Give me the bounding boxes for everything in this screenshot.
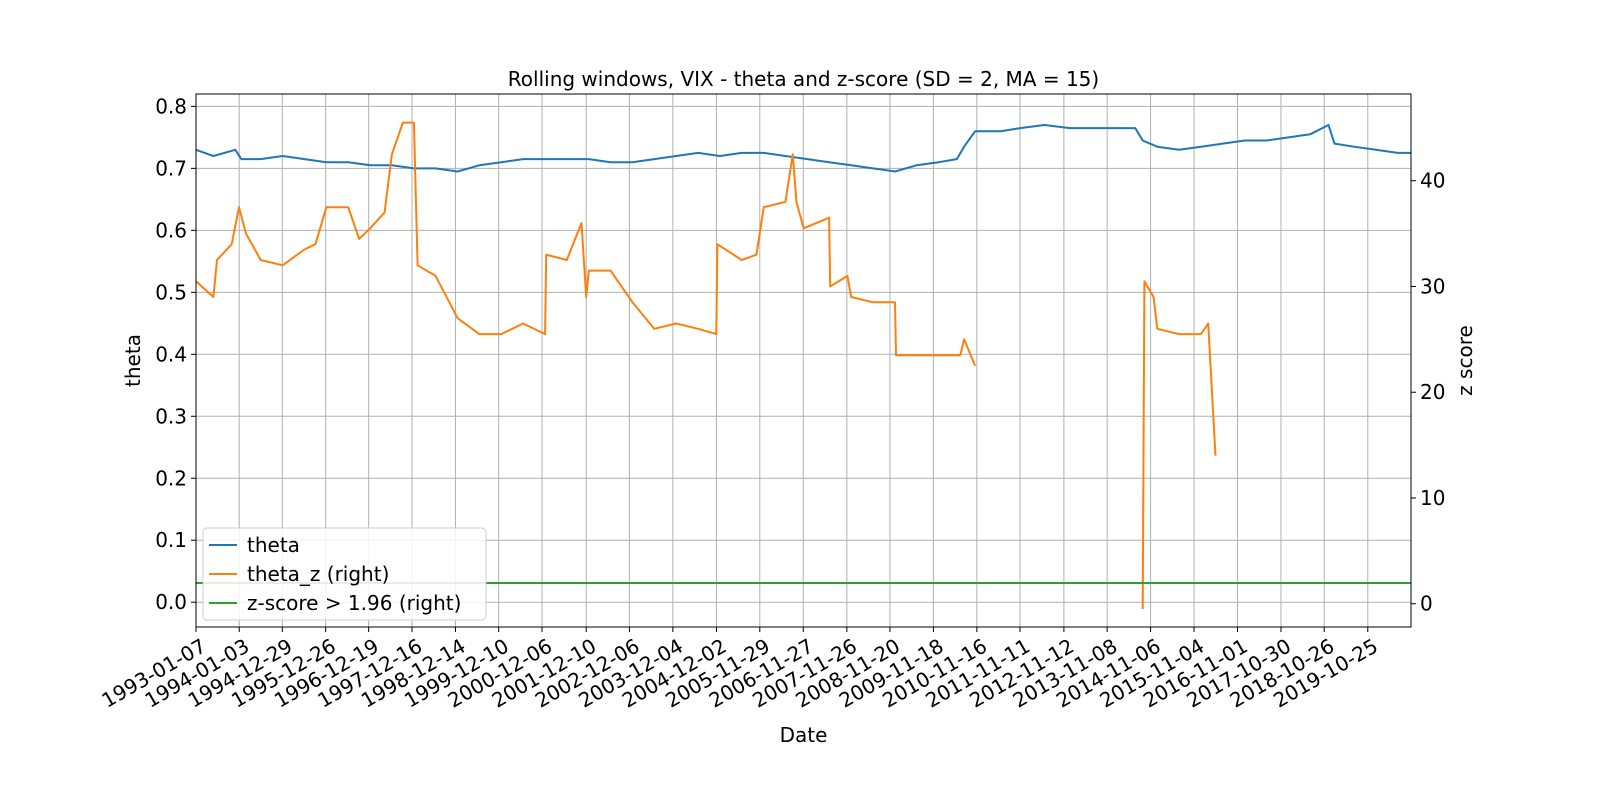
chart-axes: 1993-01-071994-01-031994-12-291995-12-26… (97, 94, 1445, 712)
y2-axis-label: z score (1453, 325, 1477, 396)
legend-label: z-score > 1.96 (right) (247, 591, 461, 615)
y-tick-label: 0.7 (155, 156, 187, 180)
y-tick-label: 0.1 (155, 528, 187, 552)
x-axis-label: Date (780, 723, 828, 747)
legend-label: theta_z (right) (247, 562, 389, 586)
y2-tick-label: 20 (1420, 380, 1445, 404)
y2-tick-label: 40 (1420, 169, 1445, 193)
chart-title: Rolling windows, VIX - theta and z-score… (508, 67, 1099, 91)
legend-box (202, 527, 487, 621)
y-axis-label: theta (121, 334, 145, 387)
series-line-2 (195, 121, 1217, 610)
series-line-1 (195, 124, 1411, 173)
y-tick-label: 0.5 (155, 280, 187, 304)
y-tick-label: 0.2 (155, 466, 187, 490)
y2-tick-label: 10 (1420, 486, 1445, 510)
chart-legend: theta theta_z (right) z-score > 1.96 (righ… (202, 527, 487, 621)
y2-tick-label: 0 (1420, 592, 1433, 616)
y-tick-label: 0.0 (155, 590, 187, 614)
y-tick-label: 0.8 (155, 94, 187, 118)
legend-label: theta (247, 533, 300, 557)
y2-tick-label: 30 (1420, 274, 1445, 298)
y-tick-label: 0.3 (155, 404, 187, 428)
y-tick-label: 0.4 (155, 342, 187, 366)
chart-grid (195, 94, 1411, 627)
y-tick-label: 0.6 (155, 218, 187, 242)
